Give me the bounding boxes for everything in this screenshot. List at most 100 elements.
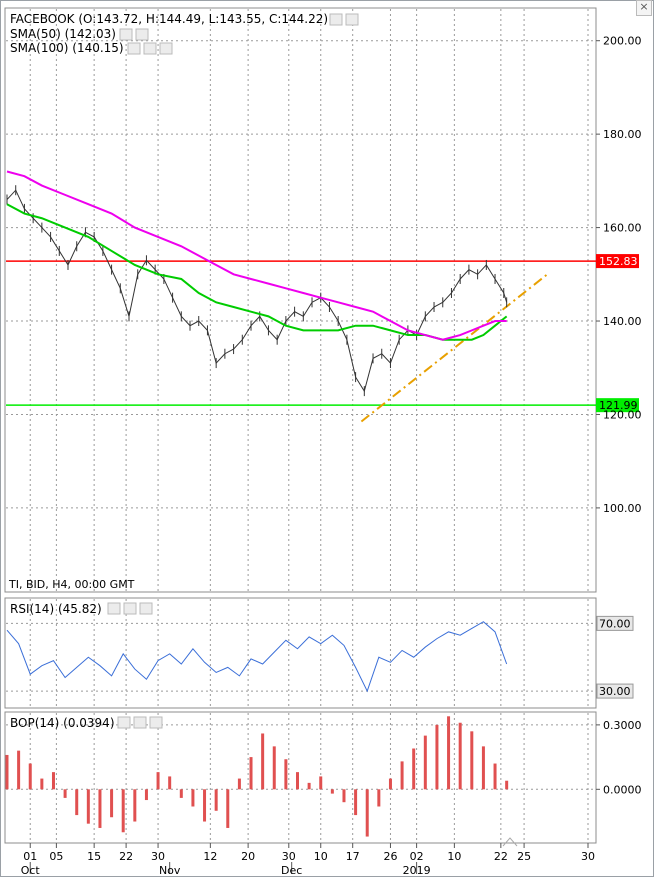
bop-bar xyxy=(342,789,346,803)
bop-y-tick-label: 0.3000 xyxy=(603,719,642,732)
x-tick-label: 10 xyxy=(447,850,461,863)
settings-icon[interactable] xyxy=(143,42,157,55)
close-icon[interactable] xyxy=(149,716,163,729)
x-month-label: Oct xyxy=(21,864,41,877)
bop-bar xyxy=(412,748,416,790)
y-tick-label: 200.00 xyxy=(603,35,642,48)
support-level-tag xyxy=(596,398,639,413)
rsi-level-tag xyxy=(596,615,634,631)
bop-bar xyxy=(284,759,288,790)
settings-icon[interactable] xyxy=(135,28,149,41)
bop-bar xyxy=(75,789,79,816)
x-tick-label: 30 xyxy=(151,850,165,863)
x-tick-label: 20 xyxy=(241,850,255,863)
bop-bar xyxy=(121,789,125,833)
close-icon[interactable]: × xyxy=(636,0,652,16)
settings-icon[interactable] xyxy=(127,42,141,55)
x-tick-label: 05 xyxy=(49,850,63,863)
bop-bar xyxy=(249,757,253,790)
price-title: FACEBOOK (O:143.72, H:144.49, L:143.55, … xyxy=(10,12,328,26)
sma100-label: SMA(100) (140.15) xyxy=(10,41,124,55)
bop-bar xyxy=(377,789,381,807)
rsi-title-icons xyxy=(107,602,153,615)
x-tick-label: 01 xyxy=(23,850,37,863)
rsi-title: RSI(14) (45.82) xyxy=(10,602,102,616)
settings-icon[interactable] xyxy=(119,28,133,41)
bop-bar xyxy=(63,789,67,798)
y-tick-label: 180.00 xyxy=(603,128,642,141)
bop-bar xyxy=(191,789,195,807)
x-tick-label: 26 xyxy=(383,850,397,863)
bop-bar xyxy=(493,763,497,790)
bop-bar xyxy=(354,789,358,816)
resistance-level-tag xyxy=(596,254,639,269)
support-level-label: 121.99 xyxy=(599,399,638,412)
bop-bar xyxy=(179,789,183,798)
settings-icon[interactable] xyxy=(117,716,131,729)
x-tick-label: 15 xyxy=(87,850,101,863)
bop-bar xyxy=(307,782,311,790)
bop-bar xyxy=(365,789,369,837)
bop-title-icons xyxy=(117,716,163,729)
y-tick-label: 100.00 xyxy=(603,502,642,515)
settings-icon[interactable] xyxy=(123,602,137,615)
rsi-line xyxy=(6,621,508,693)
bop-bar xyxy=(470,731,474,790)
settings-icon[interactable] xyxy=(107,602,121,615)
x-tick-label: 17 xyxy=(346,850,360,863)
close-icon[interactable] xyxy=(159,42,173,55)
x-tick-label: 10 xyxy=(314,850,328,863)
bop-bar xyxy=(51,772,55,790)
bop-bar xyxy=(423,735,427,790)
price-footer-label: TI, BID, H4, 00:00 GMT xyxy=(8,578,135,591)
bop-bar xyxy=(435,724,439,790)
rsi-pane xyxy=(4,597,597,709)
bop-bar xyxy=(237,778,241,790)
x-tick-label: 22 xyxy=(494,850,508,863)
sma-100--line xyxy=(6,170,507,341)
rsi-level-label: 30.00 xyxy=(599,685,631,698)
y-tick-label: 140.00 xyxy=(603,315,642,328)
settings-icon[interactable] xyxy=(345,13,359,26)
bop-bar xyxy=(214,789,218,811)
bop-bar xyxy=(261,733,265,790)
bop-bar xyxy=(40,778,44,790)
x-tick-label: 30 xyxy=(581,850,595,863)
settings-icon[interactable] xyxy=(329,13,343,26)
scroll-marker-icon[interactable] xyxy=(502,837,518,847)
x-month-label: Nov xyxy=(159,864,181,877)
x-tick-label: 25 xyxy=(517,850,531,863)
x-tick-label: 22 xyxy=(119,850,133,863)
close-icon[interactable] xyxy=(139,602,153,615)
title-icons xyxy=(119,13,359,55)
bop-bar xyxy=(296,772,299,790)
bop-bar xyxy=(5,754,9,790)
bop-bar xyxy=(319,776,323,790)
bop-title: BOP(14) (0.0394) xyxy=(10,716,115,730)
rsi-level-tag xyxy=(596,683,634,699)
bop-bar xyxy=(226,789,230,828)
bop-bar xyxy=(168,776,172,790)
sma50-label: SMA(50) (142.03) xyxy=(10,27,116,41)
bop-pane xyxy=(4,711,597,844)
bop-bar xyxy=(272,746,276,790)
x-month-label: 2019 xyxy=(403,864,431,877)
bop-y-tick-label: 0.0000 xyxy=(603,783,642,796)
y-tick-label: 120.00 xyxy=(603,408,642,421)
x-month-label: Dec xyxy=(281,864,302,877)
bop-bar xyxy=(110,789,114,818)
x-tick-label: 02 xyxy=(410,850,424,863)
bop-bar xyxy=(447,716,451,790)
bop-bar xyxy=(98,789,102,828)
rsi-level-label: 70.00 xyxy=(599,617,631,630)
sma-50--line xyxy=(6,203,508,341)
price-pane xyxy=(4,7,597,593)
bop-bar xyxy=(458,722,462,790)
bop-bar xyxy=(28,763,32,790)
bop-bar xyxy=(400,761,404,790)
bop-bar xyxy=(388,778,392,790)
settings-icon[interactable] xyxy=(133,716,147,729)
bop-bar xyxy=(505,780,509,790)
bop-bar xyxy=(17,750,21,790)
